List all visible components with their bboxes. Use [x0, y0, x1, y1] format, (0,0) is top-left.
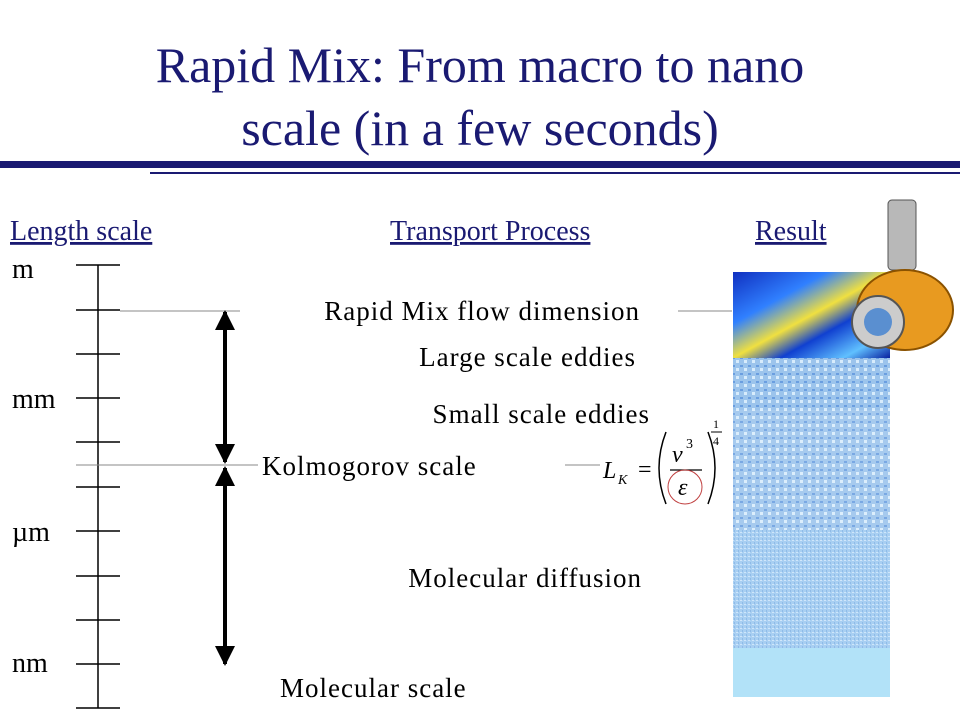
- result-image: [733, 358, 890, 410]
- paren: [707, 431, 716, 505]
- result-image: [733, 648, 890, 697]
- formula-denominator: ε: [678, 475, 688, 501]
- rule: [150, 172, 960, 174]
- formula-power: 3: [686, 437, 693, 452]
- title-line: scale (in a few seconds): [241, 100, 719, 156]
- result-image: [733, 530, 890, 648]
- process-label: Kolmogorov scale: [262, 451, 477, 481]
- process-label: Molecular diffusion: [408, 563, 642, 593]
- scale-label: µm: [12, 517, 50, 548]
- guide-line: [76, 310, 732, 466]
- process-label: Rapid Mix flow dimension: [324, 296, 640, 326]
- title-line: Rapid Mix: From macro to nano: [156, 37, 805, 93]
- scale-axis: [76, 264, 120, 709]
- process-label: Large scale eddies: [419, 342, 636, 372]
- scale-label: m: [12, 254, 34, 285]
- result-image: [733, 410, 890, 530]
- result-images: [733, 272, 890, 697]
- process-label: Molecular scale: [280, 673, 467, 703]
- scale-label: nm: [12, 648, 48, 679]
- column-header: Length scale: [10, 216, 152, 247]
- formula: L K = ν 3 ε 1 4: [602, 417, 722, 505]
- highlight: [667, 469, 703, 505]
- mixer-icon: [851, 199, 954, 351]
- paren: [658, 431, 667, 505]
- formula-exponent: 1: [713, 417, 719, 431]
- formula-exponent: 4: [713, 434, 719, 448]
- column-header: Transport Process: [390, 216, 590, 247]
- rule: [0, 161, 960, 168]
- scale-label: mm: [12, 384, 56, 415]
- formula-numerator: ν: [672, 442, 683, 468]
- formula-subscript: K: [617, 473, 628, 488]
- formula-symbol: L: [602, 458, 616, 484]
- process-label: Small scale eddies: [433, 399, 650, 429]
- formula-equals: =: [638, 457, 652, 483]
- column-header: Result: [755, 216, 827, 247]
